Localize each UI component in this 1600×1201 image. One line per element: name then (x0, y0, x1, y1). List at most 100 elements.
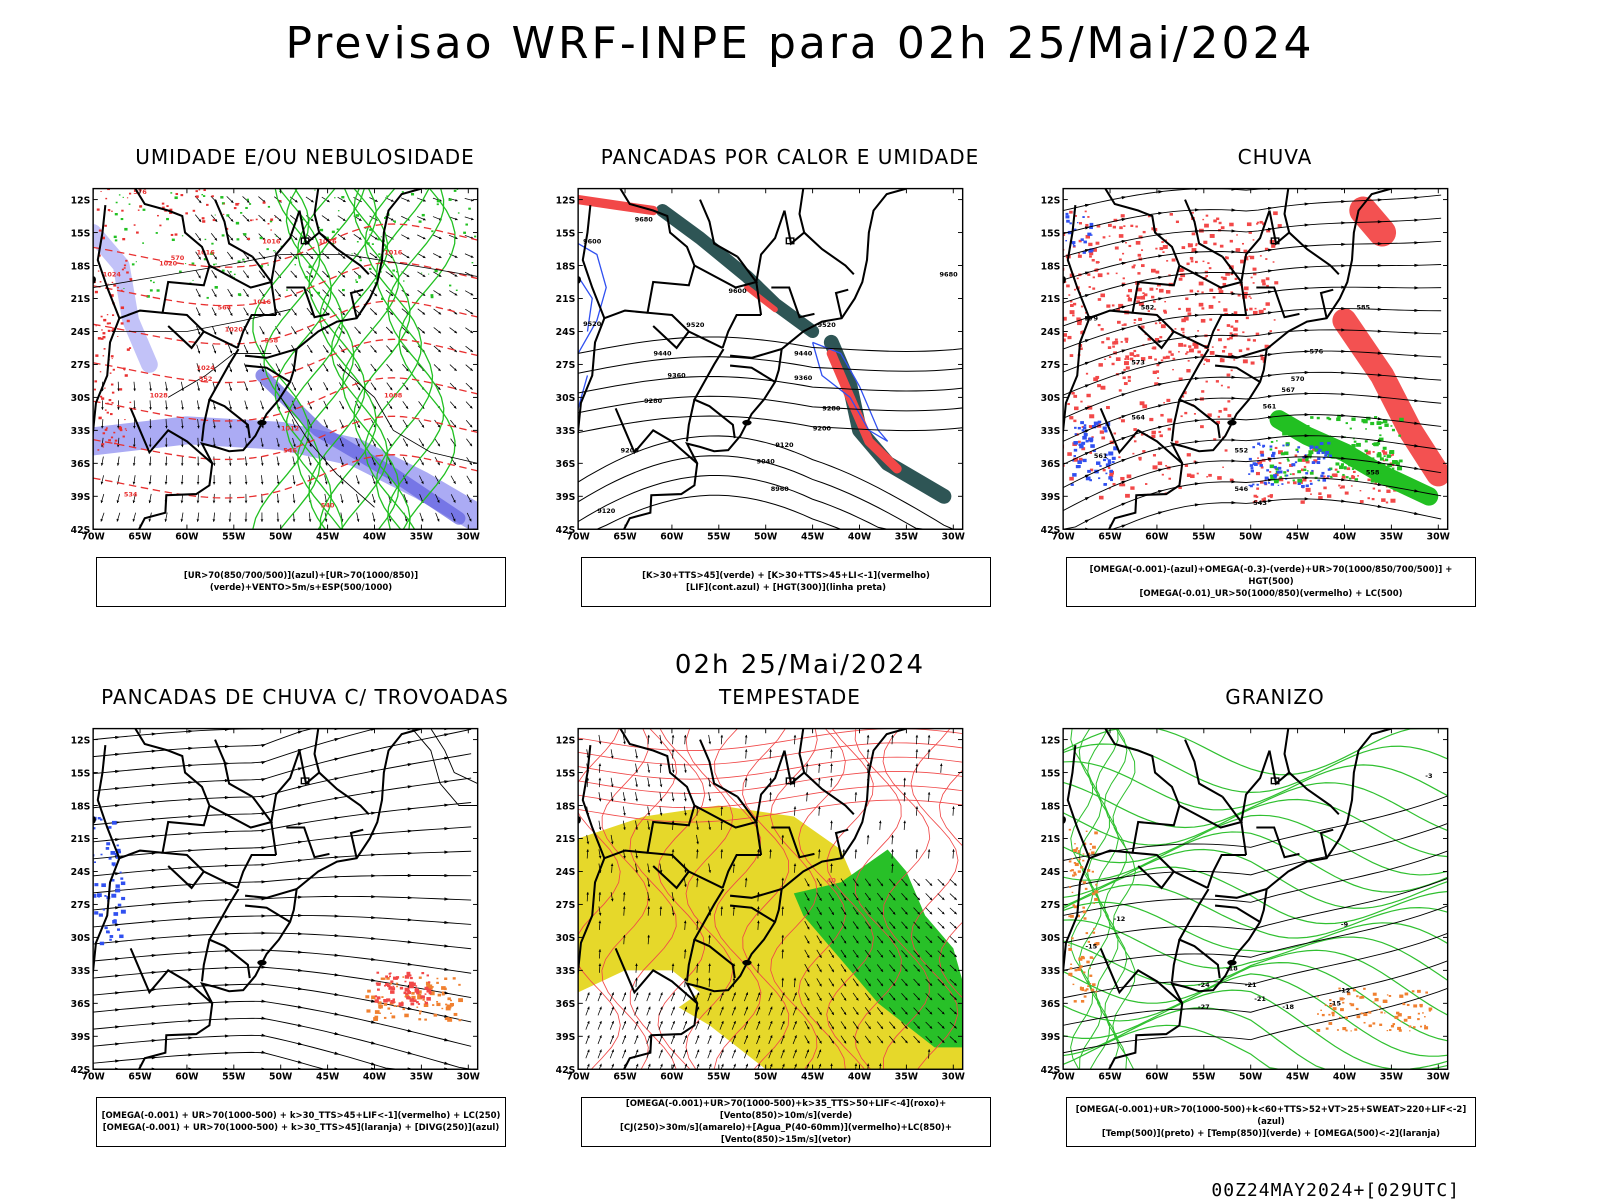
panel-legend: [OMEGA(-0.001)-(azul)+OMEGA(-0.3)-(verde… (1066, 557, 1476, 607)
lon-label: 60W (660, 1072, 683, 1083)
lon-label: 65W (128, 532, 151, 543)
contour-label: 540 (321, 501, 335, 509)
contour-label: 1024 (103, 271, 122, 279)
lat-label: 30S (556, 933, 576, 944)
contour-label: 561 (1263, 402, 1277, 410)
lon-label: 55W (222, 532, 245, 543)
lat-label: 30S (1041, 933, 1061, 944)
lon-label: 30W (457, 1072, 480, 1083)
lon-label: 70W (1051, 1072, 1074, 1083)
lon-label: 35W (1380, 532, 1403, 543)
lon-label: 50W (269, 1072, 292, 1083)
lon-label: 40W (848, 532, 871, 543)
contour-label: 1012 (281, 424, 299, 432)
contour-label: 9280 (822, 405, 841, 413)
lat-label: 24S (71, 867, 91, 878)
lon-label: 40W (363, 532, 386, 543)
lon-label: 55W (1192, 1072, 1215, 1083)
contour-label: 582 (1141, 303, 1155, 311)
panel-legend: [OMEGA(-0.001) + UR>70(1000-500) + k>30_… (96, 1097, 506, 1147)
contour-label: 9040 (757, 457, 776, 465)
lat-label: 39S (556, 492, 576, 503)
lon-label: 50W (754, 1072, 777, 1083)
contour-label: 9360 (794, 374, 813, 382)
lon-label: 55W (707, 1072, 730, 1083)
contour-label: 1016 (262, 238, 281, 246)
lon-label: 30W (942, 532, 965, 543)
contour-label: 585 (1356, 303, 1370, 311)
legend-line: [Temp(500)](preto) + [Temp(850)](verde) … (1069, 1128, 1473, 1140)
map-canvas: 5855825795765735705675645615615525585465… (1037, 175, 1457, 555)
contour-label: -21 (1254, 995, 1266, 1003)
lake-mirim (742, 420, 751, 426)
lat-label: 36S (71, 459, 91, 470)
lon-label: 70W (1051, 532, 1074, 543)
contour-label: 9120 (775, 441, 794, 449)
lat-label: 24S (71, 327, 91, 338)
contour-label: 1016 (253, 298, 272, 306)
lon-label: 30W (942, 1072, 965, 1083)
lat-label: 39S (71, 492, 91, 503)
contour-label: 546 (283, 446, 297, 454)
contour-label: 40 (827, 876, 837, 884)
lon-label: 55W (707, 532, 730, 543)
contour-label: 546 (1235, 485, 1249, 493)
lat-label: 39S (1041, 1032, 1061, 1043)
legend-line: [CJ(250)>30m/s](amarelo)+[Agua_P(40-60mm… (584, 1122, 988, 1146)
contour-label: 8960 (771, 485, 790, 493)
lat-label: 15S (1041, 228, 1061, 239)
contour-label: 567 (1281, 386, 1295, 394)
lat-label: 30S (556, 393, 576, 404)
lon-label: 65W (128, 1072, 151, 1083)
contour-label: -15 (1085, 942, 1097, 950)
lon-label: 70W (81, 1072, 104, 1083)
lat-label: 36S (1041, 459, 1061, 470)
lake-mirim (1227, 960, 1236, 966)
lat-label: 24S (556, 327, 576, 338)
lon-label: 50W (269, 532, 292, 543)
lat-label: 33S (1041, 966, 1061, 977)
lon-label: 60W (660, 532, 683, 543)
lat-label: 12S (71, 735, 91, 746)
lat-label: 39S (1041, 492, 1061, 503)
lat-label: 33S (556, 966, 576, 977)
lon-label: 40W (1333, 1072, 1356, 1083)
contour-label: 558 (1366, 468, 1380, 476)
contour-label: 543 (1253, 499, 1267, 507)
lon-label: 45W (1286, 1072, 1309, 1083)
contour-label: -27 (1198, 1003, 1210, 1011)
lon-label: 30W (1427, 532, 1450, 543)
legend-line: [OMEGA(-0.001)+UR>70(1000-500)+k<60+TTS>… (1069, 1104, 1473, 1128)
map-content: -12-15-18-21-24-27-12-15-18-21-3-9 (1049, 729, 1448, 1070)
lat-label: 33S (556, 426, 576, 437)
lon-label: 45W (316, 532, 339, 543)
lon-label: 70W (81, 532, 104, 543)
lat-label: 30S (71, 933, 91, 944)
lat-label: 27S (556, 360, 576, 371)
lake-mirim (742, 960, 751, 966)
panel-title: PANCADAS POR CALOR E UMIDADE (580, 145, 1000, 169)
lon-label: 65W (1098, 532, 1121, 543)
contour-label: -3 (1425, 772, 1433, 780)
panel-legend: [K>30+TTS>45](verde) + [K>30+TTS>45+LI<-… (581, 557, 991, 607)
lat-label: 21S (1041, 834, 1061, 845)
contour-label: 558 (265, 336, 279, 344)
lat-label: 21S (556, 294, 576, 305)
lat-label: 30S (1041, 393, 1061, 404)
lon-label: 50W (1239, 532, 1262, 543)
contour-label: -18 (1282, 1003, 1294, 1011)
panel-title: PANCADAS DE CHUVA C/ TROVOADAS (95, 685, 515, 709)
contour-label: 9200 (813, 424, 832, 432)
contour-label: 534 (124, 490, 138, 498)
lake-mirim (257, 420, 266, 426)
lat-label: 27S (71, 360, 91, 371)
contour-label: 1016 (384, 249, 403, 257)
panel-title: UMIDADE E/OU NEBULOSIDADE (95, 145, 515, 169)
lat-label: 36S (556, 999, 576, 1010)
lat-label: 18S (556, 801, 576, 812)
mid-title: 02h 25/Mai/2024 (0, 650, 1600, 680)
lon-label: 70W (566, 1072, 589, 1083)
contour-label: -15 (1329, 1000, 1341, 1008)
